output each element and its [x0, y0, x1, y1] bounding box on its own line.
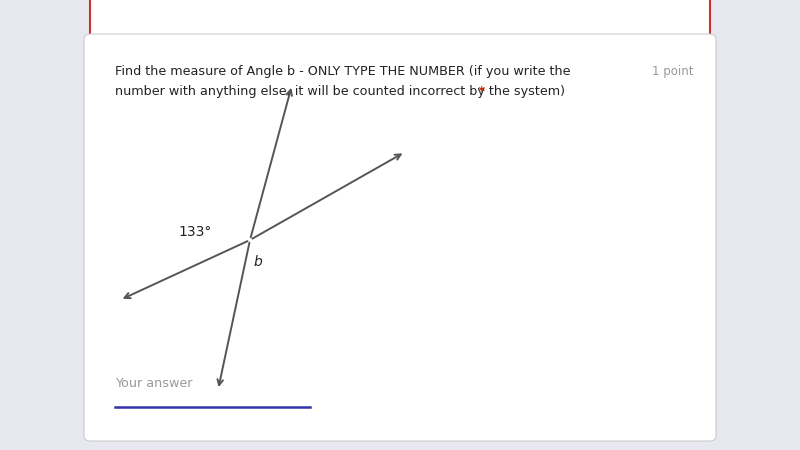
Text: b: b [254, 255, 262, 269]
FancyBboxPatch shape [84, 34, 716, 441]
Text: *: * [474, 85, 485, 98]
Text: 1 point: 1 point [652, 65, 694, 78]
FancyBboxPatch shape [90, 0, 710, 40]
Text: number with anything else, it will be counted incorrect by the system): number with anything else, it will be co… [115, 85, 565, 98]
Text: 133°: 133° [178, 225, 211, 239]
Text: Your answer: Your answer [115, 377, 193, 390]
Text: Find the measure of Angle b - ONLY TYPE THE NUMBER (if you write the: Find the measure of Angle b - ONLY TYPE … [115, 65, 570, 78]
